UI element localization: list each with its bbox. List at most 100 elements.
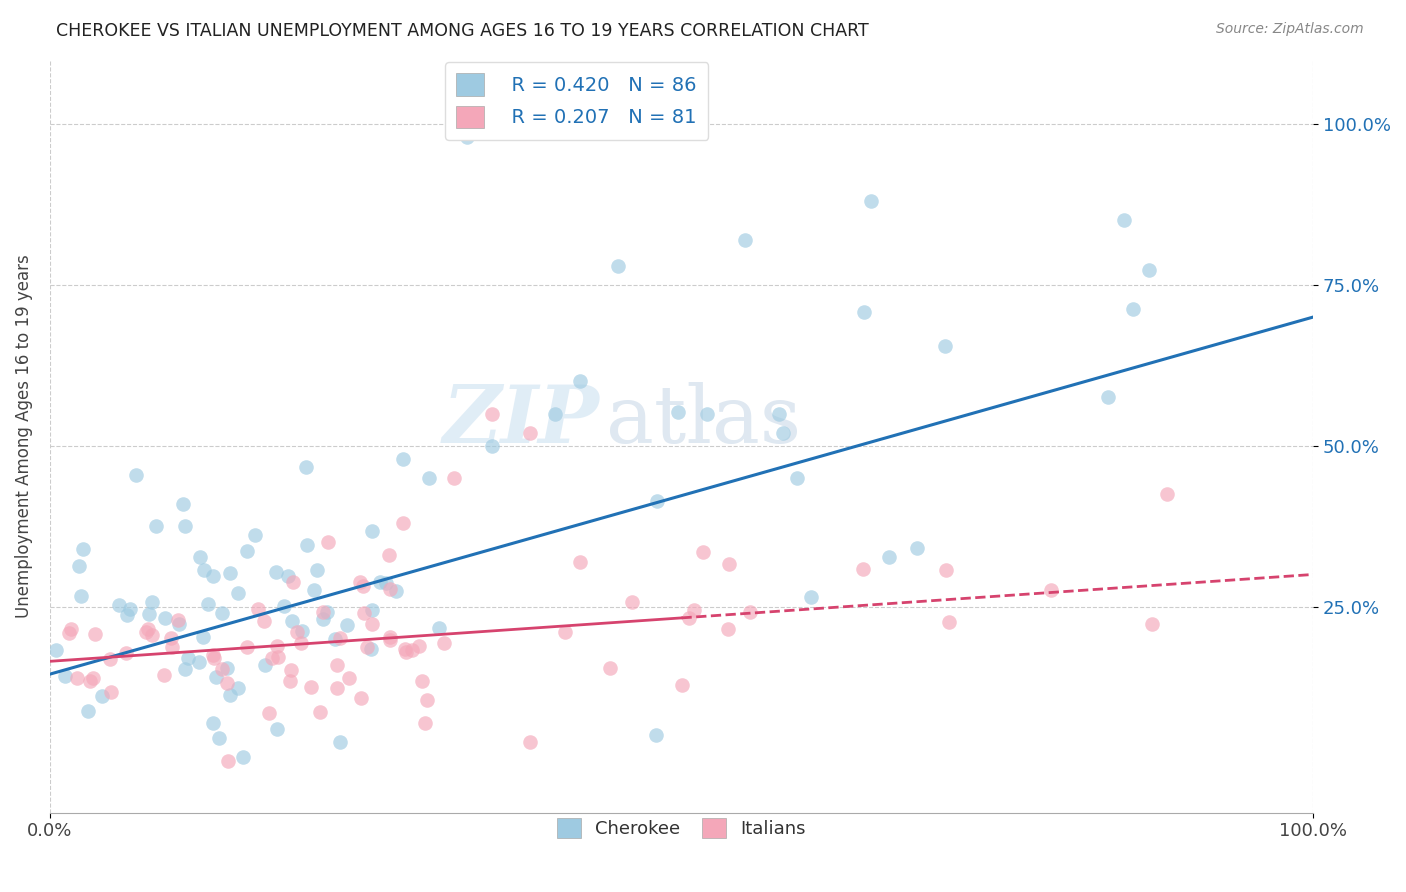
- Point: [692, 545, 714, 559]
- Point: [668, 405, 690, 419]
- Point: [77, 704, 100, 718]
- Point: [153, 611, 176, 625]
- Y-axis label: Unemployment Among Ages 16 to 19 years: Unemployment Among Ages 16 to 19 years: [15, 254, 32, 618]
- Point: [167, 613, 190, 627]
- Point: [70, 589, 93, 603]
- Point: [299, 681, 322, 695]
- Point: [851, 562, 873, 576]
- Point: [392, 451, 415, 466]
- Point: [621, 595, 644, 609]
- Point: [877, 550, 900, 565]
- Point: [1140, 617, 1163, 632]
- Point: [853, 304, 876, 318]
- Point: [136, 622, 159, 636]
- Point: [253, 658, 276, 673]
- Point: [280, 674, 302, 689]
- Point: [79, 673, 101, 688]
- Point: [859, 194, 882, 209]
- Point: [262, 651, 284, 665]
- Point: [217, 754, 239, 768]
- Point: [281, 614, 304, 628]
- Point: [738, 606, 761, 620]
- Point: [235, 544, 257, 558]
- Point: [717, 622, 740, 636]
- Point: [188, 550, 211, 565]
- Point: [418, 471, 440, 485]
- Point: [141, 628, 163, 642]
- Point: [481, 439, 503, 453]
- Point: [378, 582, 401, 596]
- Point: [360, 641, 382, 656]
- Point: [696, 407, 718, 421]
- Point: [394, 641, 416, 656]
- Point: [772, 425, 794, 440]
- Point: [361, 602, 384, 616]
- Point: [717, 557, 740, 571]
- Point: [337, 671, 360, 685]
- Point: [326, 657, 349, 672]
- Point: [172, 497, 194, 511]
- Point: [100, 685, 122, 699]
- Point: [253, 614, 276, 628]
- Point: [226, 586, 249, 600]
- Point: [84, 626, 107, 640]
- Point: [645, 728, 668, 742]
- Point: [53, 669, 76, 683]
- Point: [433, 636, 456, 650]
- Point: [905, 541, 928, 555]
- Point: [408, 639, 430, 653]
- Point: [215, 676, 238, 690]
- Point: [375, 576, 398, 591]
- Point: [569, 375, 592, 389]
- Point: [202, 650, 225, 665]
- Point: [413, 716, 436, 731]
- Point: [45, 643, 67, 657]
- Point: [554, 625, 576, 640]
- Point: [177, 651, 200, 665]
- Point: [295, 459, 318, 474]
- Point: [385, 584, 408, 599]
- Point: [174, 518, 197, 533]
- Point: [290, 636, 312, 650]
- Point: [266, 566, 288, 580]
- Point: [188, 655, 211, 669]
- Point: [167, 616, 190, 631]
- Point: [349, 575, 371, 590]
- Point: [159, 631, 181, 645]
- Point: [360, 617, 382, 632]
- Point: [160, 640, 183, 654]
- Point: [671, 678, 693, 692]
- Point: [607, 259, 630, 273]
- Point: [361, 524, 384, 539]
- Point: [938, 615, 960, 630]
- Point: [297, 538, 319, 552]
- Point: [72, 541, 94, 556]
- Point: [280, 663, 302, 677]
- Point: [427, 621, 450, 635]
- Point: [215, 661, 238, 675]
- Point: [107, 599, 129, 613]
- Point: [173, 662, 195, 676]
- Point: [138, 607, 160, 621]
- Point: [153, 668, 176, 682]
- Point: [1040, 582, 1063, 597]
- Point: [218, 688, 240, 702]
- Text: Source: ZipAtlas.com: Source: ZipAtlas.com: [1216, 22, 1364, 37]
- Point: [202, 568, 225, 582]
- Point: [125, 468, 148, 483]
- Point: [285, 625, 308, 640]
- Point: [135, 624, 157, 639]
- Point: [350, 690, 373, 705]
- Point: [378, 633, 401, 648]
- Point: [316, 605, 339, 619]
- Point: [291, 624, 314, 638]
- Point: [59, 622, 82, 636]
- Point: [259, 706, 281, 720]
- Point: [481, 407, 503, 421]
- Point: [236, 640, 259, 654]
- Point: [1112, 213, 1135, 227]
- Point: [211, 662, 233, 676]
- Point: [202, 716, 225, 731]
- Point: [305, 563, 328, 577]
- Point: [401, 643, 423, 657]
